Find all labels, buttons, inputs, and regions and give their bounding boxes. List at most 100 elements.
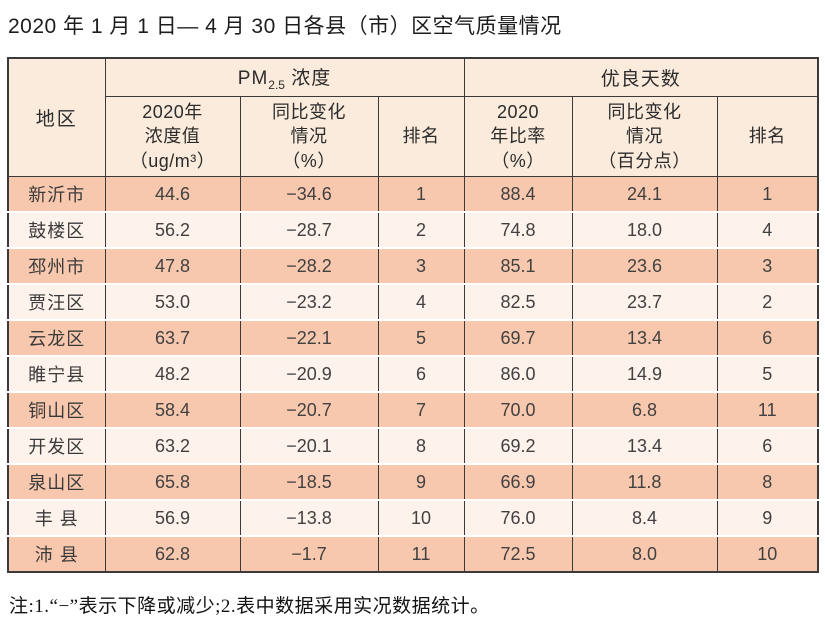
value-cell: 48.2 [104,355,240,392]
value-cell: 76.0 [463,499,573,536]
header-good-days-group: 优良天数 [463,58,819,97]
table-row: 铜山区 58.4 −20.7 7 70.0 6.8 11 [7,391,819,428]
value-cell: 6 [716,427,819,464]
value-cell: 5 [377,319,465,356]
value-cell: 69.7 [463,319,573,356]
value-cell: 65.8 [104,463,240,500]
value-cell: −20.7 [239,391,378,428]
value-cell: 82.5 [463,283,573,320]
region-cell: 泉山区 [7,463,105,500]
region-cell: 云龙区 [7,319,105,356]
region-cell: 丰 县 [7,499,105,536]
value-cell: 4 [377,283,465,320]
value-cell: 23.6 [571,247,718,284]
value-cell: 8 [716,463,819,500]
value-cell: 10 [377,499,465,536]
value-cell: 86.0 [463,355,573,392]
table-row: 云龙区 63.7 −22.1 5 69.7 13.4 6 [7,319,819,356]
air-quality-table: 地区 PM2.5 浓度 优良天数 2020年 浓度值 （ug/m³） 同比变化 … [7,57,820,573]
value-cell: 69.2 [463,427,573,464]
pm25-base: PM [237,68,269,90]
value-cell: 56.9 [104,499,240,536]
region-cell: 鼓楼区 [7,211,105,248]
value-cell: −34.6 [239,176,378,212]
value-cell: 6.8 [571,391,718,428]
value-cell: −18.5 [239,463,378,500]
region-cell: 沛 县 [7,535,105,572]
value-cell: −22.1 [239,319,378,356]
table-row: 沛 县 62.8 −1.7 11 72.5 8.0 10 [7,535,819,572]
value-cell: 63.2 [104,427,240,464]
header-region: 地区 [7,58,105,177]
table-row: 开发区 63.2 −20.1 8 69.2 13.4 6 [7,427,819,464]
value-cell: 47.8 [104,247,240,284]
region-cell: 贾汪区 [7,283,105,320]
value-cell: 56.2 [104,211,240,248]
value-cell: 23.7 [571,283,718,320]
header-good-change: 同比变化 情况 （百分点） [571,96,718,177]
table-body: 新沂市 44.6 −34.6 1 88.4 24.1 1 鼓楼区 56.2 −28.7 2 74.8 1… [7,176,819,572]
table-row: 泉山区 65.8 −18.5 9 66.9 11.8 8 [7,463,819,500]
sub-header-row: 2020年 浓度值 （ug/m³） 同比变化 情况 （%） 排名 2020 年比… [8,96,819,177]
value-cell: 44.6 [104,176,240,212]
header-pm-rank: 排名 [377,96,465,177]
value-cell: 63.7 [104,319,240,356]
value-cell: 8.4 [571,499,718,536]
header-pm-value: 2020年 浓度值 （ug/m³） [104,96,240,177]
value-cell: 11.8 [571,463,718,500]
value-cell: 6 [377,355,465,392]
value-cell: 66.9 [463,463,573,500]
value-cell: 24.1 [571,176,718,212]
value-cell: 13.4 [571,319,718,356]
table-row: 睢宁县 48.2 −20.9 6 86.0 14.9 5 [7,355,819,392]
value-cell: −20.1 [239,427,378,464]
value-cell: 72.5 [463,535,573,572]
region-cell: 睢宁县 [7,355,105,392]
value-cell: 13.4 [571,427,718,464]
value-cell: 70.0 [463,391,573,428]
value-cell: 53.0 [104,283,240,320]
page-title: 2020 年 1 月 1 日— 4 月 30 日各县（市）区空气质量情况 [8,15,562,38]
value-cell: −23.2 [239,283,378,320]
header-good-rate: 2020 年比率 （%） [463,96,573,177]
value-cell: 11 [716,391,819,428]
region-cell: 开发区 [7,427,105,464]
table-row: 贾汪区 53.0 −23.2 4 82.5 23.7 2 [7,283,819,320]
value-cell: 14.9 [571,355,718,392]
value-cell: 2 [377,211,465,248]
value-cell: 2 [716,283,819,320]
value-cell: 3 [377,247,465,284]
region-cell: 邳州市 [7,247,105,284]
value-cell: 85.1 [463,247,573,284]
value-cell: 9 [716,499,819,536]
table-row: 鼓楼区 56.2 −28.7 2 74.8 18.0 4 [7,211,819,248]
value-cell: −28.7 [239,211,378,248]
pm25-subscript: 2.5 [268,77,285,92]
header-pm-change: 同比变化 情况 （%） [239,96,378,177]
value-cell: 1 [716,176,819,212]
pm25-rest: 浓度 [284,68,332,90]
value-cell: 1 [377,176,465,212]
value-cell: 8.0 [571,535,718,572]
value-cell: 10 [716,535,819,572]
value-cell: 3 [716,247,819,284]
value-cell: 74.8 [463,211,573,248]
value-cell: 58.4 [104,391,240,428]
value-cell: −20.9 [239,355,378,392]
value-cell: 11 [377,535,465,572]
value-cell: 4 [716,211,819,248]
region-cell: 新沂市 [7,176,105,212]
header-pm25-group: PM2.5 浓度 [104,58,465,97]
table-row: 丰 县 56.9 −13.8 10 76.0 8.4 9 [7,499,819,536]
table-row: 新沂市 44.6 −34.6 1 88.4 24.1 1 [7,176,819,212]
value-cell: 7 [377,391,465,428]
value-cell: −13.8 [239,499,378,536]
region-cell: 铜山区 [7,391,105,428]
footnote: 注:1.“−”表示下降或减少;2.表中数据采用实况数据统计。 [9,596,490,617]
value-cell: 62.8 [104,535,240,572]
value-cell: 9 [377,463,465,500]
value-cell: 18.0 [571,211,718,248]
header-good-rank: 排名 [716,96,819,177]
value-cell: −28.2 [239,247,378,284]
value-cell: −1.7 [239,535,378,572]
